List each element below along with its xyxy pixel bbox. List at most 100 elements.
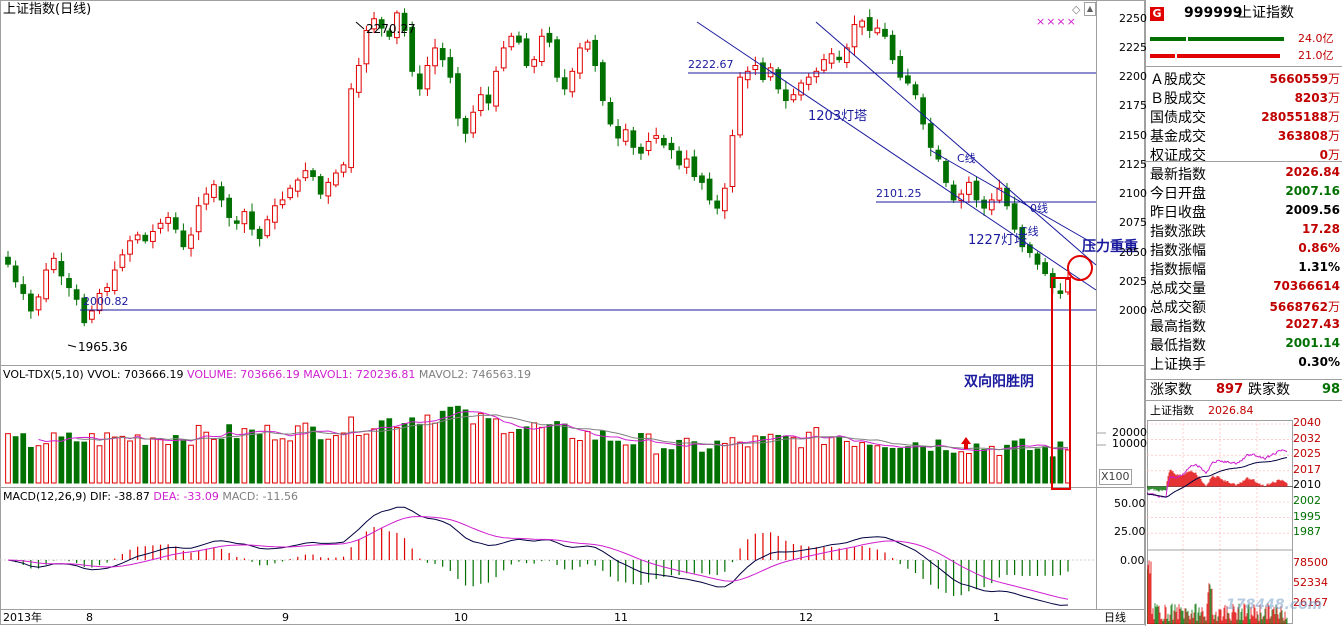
candle-down[interactable] [401,12,408,31]
volume-bar[interactable] [378,420,385,484]
candle-up[interactable] [996,187,1003,201]
volume-bar[interactable] [935,439,942,484]
candle-up[interactable] [874,27,881,34]
candle-up[interactable] [203,193,210,205]
volume-bar[interactable] [950,452,957,484]
candle-up[interactable] [302,170,309,179]
candle-up[interactable] [35,296,42,311]
candle-down[interactable] [706,178,713,201]
candle-up[interactable] [645,140,652,151]
volume-bar[interactable] [744,446,751,484]
volume-bar[interactable] [43,443,49,484]
volume-bar[interactable] [104,432,111,484]
candle-down[interactable] [386,30,393,37]
candle-down[interactable] [691,156,698,178]
candle-down[interactable] [638,146,644,154]
candle-down[interactable] [607,101,614,125]
candle-up[interactable] [821,59,827,71]
volume-bar[interactable] [615,440,621,484]
volume-bar[interactable] [805,431,812,484]
volume-bar[interactable] [592,439,599,484]
candle-up[interactable] [470,111,477,134]
volume-bar[interactable] [546,424,553,484]
candle-down[interactable] [889,34,896,61]
candle-up[interactable] [584,41,591,50]
volume-bar[interactable] [401,423,408,484]
volume-bar[interactable] [424,414,431,484]
volume-bar[interactable] [836,436,843,484]
volume-bar[interactable] [119,435,126,484]
volume-bar[interactable] [28,446,34,484]
candle-down[interactable] [561,77,568,90]
candle-up[interactable] [157,222,164,229]
volume-bar[interactable] [1019,438,1026,484]
candle-up[interactable] [500,47,507,69]
volume-bar[interactable] [371,428,377,484]
volume-bar[interactable] [325,438,332,484]
volume-bar[interactable] [241,428,248,484]
candle-down[interactable] [1034,253,1041,265]
candle-down[interactable] [180,230,187,248]
volume-bar[interactable] [20,433,27,484]
volume-bar[interactable] [363,433,370,484]
candle-up[interactable] [150,230,156,242]
volume-bar[interactable] [386,418,393,484]
candle-up[interactable] [965,181,972,195]
volume-bar[interactable] [432,422,438,484]
volume-bar[interactable] [714,440,721,484]
volume-bar[interactable] [310,426,316,484]
candle-up[interactable] [195,205,202,233]
volume-bar[interactable] [866,444,873,484]
volume-bar[interactable] [150,437,156,484]
candle-down[interactable] [1019,227,1026,248]
candle-up[interactable] [188,234,194,249]
candle-down[interactable] [462,118,469,134]
candle-down[interactable] [897,55,904,78]
candle-up[interactable] [477,94,484,111]
volume-bar[interactable] [958,451,965,484]
candle-down[interactable] [485,94,492,104]
candle-up[interactable] [211,184,217,198]
volume-bar[interactable] [561,423,568,484]
volume-bar[interactable] [447,406,454,484]
volume-bar[interactable] [1004,444,1010,484]
candle-down[interactable] [142,234,149,242]
volume-bar[interactable] [523,426,530,484]
volume-bar[interactable] [81,441,88,484]
volume-bar[interactable] [317,439,324,484]
volume-bar[interactable] [577,439,583,484]
candle-up[interactable] [828,53,835,64]
candle-up[interactable] [127,240,133,255]
candle-down[interactable] [409,27,416,72]
volume-bar[interactable] [409,417,416,484]
candle-up[interactable] [371,18,377,30]
candle-up[interactable] [111,269,118,292]
volume-bar[interactable] [569,437,576,484]
candle-down[interactable] [920,97,926,125]
volume-bar[interactable] [279,438,286,484]
volume-bar[interactable] [294,425,301,484]
candle-down[interactable] [912,84,919,96]
volume-bar[interactable] [165,443,172,484]
candle-up[interactable] [843,47,850,64]
volume-bar[interactable] [142,444,149,484]
volume-bar[interactable] [127,440,133,484]
candle-down[interactable] [950,184,957,201]
volume-bar[interactable] [554,421,560,484]
candle-up[interactable] [798,82,804,96]
volume-bar[interactable] [668,449,675,484]
candle-up[interactable] [119,254,126,268]
volume-bar[interactable] [645,433,652,484]
candle-up[interactable] [333,172,339,186]
candle-down[interactable] [58,261,65,277]
candle-down[interactable] [1042,262,1048,275]
volume-bar[interactable] [927,450,934,484]
candle-up[interactable] [363,29,370,65]
candle-up[interactable] [394,12,400,39]
candle-down[interactable] [904,75,911,84]
candle-down[interactable] [882,28,888,37]
volume-bar[interactable] [996,454,1003,484]
candle-up[interactable] [622,129,629,142]
candle-down[interactable] [676,150,682,166]
